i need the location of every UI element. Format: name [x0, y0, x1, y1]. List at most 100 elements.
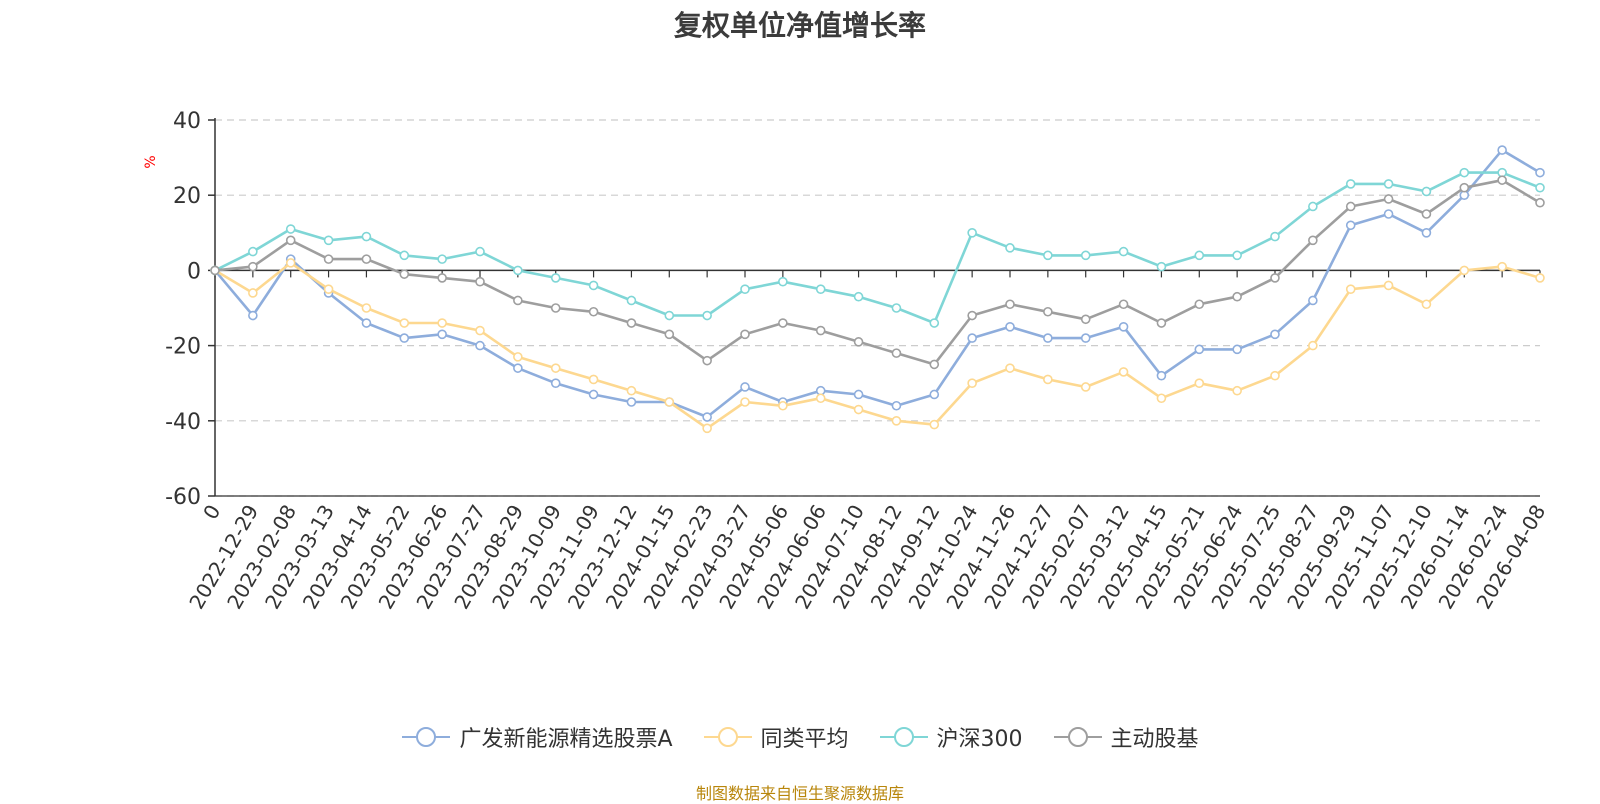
data-point [1345, 220, 1356, 231]
data-point [1194, 378, 1205, 389]
data-point [1043, 333, 1053, 343]
data-point [1080, 250, 1091, 261]
data-point [1497, 261, 1507, 272]
data-point [702, 355, 712, 366]
legend-label: 同类平均 [760, 727, 849, 752]
data-point [588, 280, 599, 291]
data-point [1383, 280, 1394, 291]
data-point [1194, 344, 1205, 355]
data-point [513, 265, 523, 276]
data-point [778, 318, 788, 328]
series-line [214, 171, 1541, 325]
data-point [1005, 243, 1015, 253]
data-point [1535, 197, 1545, 208]
chart-title: 复权单位净值增长率 [673, 9, 926, 42]
data-point [626, 397, 637, 407]
data-point [361, 254, 372, 264]
data-point [323, 235, 334, 246]
data-point [475, 325, 485, 336]
data-point [1005, 363, 1015, 373]
data-point [437, 329, 447, 340]
data-point [853, 389, 864, 400]
legend-line-circle-icon [879, 727, 928, 747]
legend-line-circle-icon [402, 727, 451, 747]
legend-item[interactable]: 沪深300 [879, 721, 1023, 753]
data-point [1156, 261, 1167, 272]
data-point [588, 389, 599, 400]
data-point [1459, 265, 1470, 276]
data-point [285, 258, 296, 268]
data-point [437, 254, 447, 264]
data-point [550, 363, 561, 373]
data-point [740, 397, 750, 407]
source-note: 制图数据来自恒生聚源数据库 [695, 784, 904, 803]
data-point [929, 389, 940, 400]
data-point [740, 329, 750, 340]
data-point [248, 288, 258, 298]
data-point [929, 318, 940, 328]
data-point [475, 340, 485, 351]
series-group [210, 167, 1545, 328]
data-point [399, 269, 410, 279]
data-point [285, 224, 296, 234]
data-point [815, 325, 826, 336]
data-point [285, 235, 296, 246]
data-point [1156, 318, 1167, 328]
data-point [1043, 306, 1053, 317]
data-point [1497, 145, 1507, 155]
series-layer [210, 145, 1545, 434]
data-point [1345, 284, 1356, 295]
y-tick-label: 40 [173, 109, 201, 134]
data-point [740, 284, 750, 295]
y-axis-unit-label: % [143, 155, 159, 168]
data-point [1232, 250, 1242, 261]
data-point [1043, 250, 1053, 261]
data-point [664, 397, 675, 407]
data-point [1308, 340, 1318, 351]
data-point [1118, 246, 1129, 257]
legend-item[interactable]: 同类平均 [703, 721, 849, 753]
y-tick-label: -20 [165, 335, 201, 360]
data-point [1270, 273, 1280, 283]
legend: 广发新能源精选股票A 同类平均 沪深300 主动股基 [0, 722, 1600, 752]
data-point [891, 303, 902, 313]
data-point [1005, 299, 1015, 310]
data-point [1232, 385, 1242, 396]
data-point [967, 310, 977, 321]
data-point [1270, 329, 1280, 340]
legend-line-circle-icon [1053, 727, 1102, 747]
y-tick-label: -40 [165, 410, 201, 435]
series-group [210, 258, 1545, 434]
data-point [1043, 374, 1053, 385]
data-point [815, 393, 826, 404]
data-point [967, 228, 977, 238]
data-point [778, 276, 788, 287]
y-tick-label: 20 [173, 184, 201, 209]
data-point [399, 318, 410, 328]
data-point [1080, 382, 1091, 392]
data-point [702, 423, 712, 434]
data-point [702, 310, 712, 321]
data-point [1156, 370, 1167, 381]
data-point [1421, 228, 1432, 238]
legend-item[interactable]: 广发新能源精选股票A [401, 721, 673, 753]
data-point [1459, 182, 1470, 193]
data-point [399, 333, 410, 343]
data-point [929, 359, 940, 370]
series-line [214, 148, 1541, 419]
data-point [1421, 186, 1432, 197]
data-point [399, 250, 410, 261]
data-point [513, 363, 523, 373]
data-point [513, 352, 523, 362]
legend-line-circle-icon [703, 727, 752, 747]
data-point [929, 419, 940, 430]
data-point [361, 231, 372, 242]
y-tick-label: -60 [165, 485, 201, 510]
series-group [210, 175, 1545, 370]
legend-label: 沪深300 [936, 727, 1023, 752]
data-point [550, 273, 561, 283]
y-tick-label: 0 [187, 259, 201, 284]
data-point [1308, 295, 1318, 306]
legend-item[interactable]: 主动股基 [1053, 721, 1199, 753]
data-point [626, 295, 637, 306]
